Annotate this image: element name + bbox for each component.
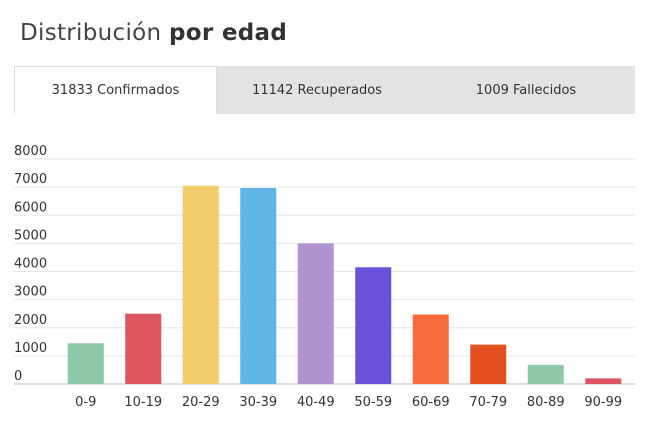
y-tick-label: 7000: [14, 172, 47, 187]
tab-label: 1009 Fallecidos: [475, 82, 577, 98]
bar[interactable]: [355, 267, 392, 384]
tab-confirmados[interactable]: 31833 Confirmados: [14, 66, 217, 114]
y-tick-label: 4000: [14, 257, 47, 272]
tab-recuperados[interactable]: 11142 Recuperados: [217, 66, 417, 114]
bar[interactable]: [527, 364, 564, 384]
x-tick-label: 80-89: [527, 395, 565, 410]
bar[interactable]: [67, 343, 104, 384]
x-tick-label: 30-39: [239, 395, 277, 410]
tab-label: 11142 Recuperados: [252, 82, 382, 98]
bar[interactable]: [470, 344, 507, 384]
x-tick-label: 20-29: [182, 395, 220, 410]
x-tick-label: 0-9: [75, 395, 96, 410]
page-title: Distribución por edad: [20, 20, 287, 46]
bar[interactable]: [412, 314, 449, 384]
y-tick-label: 2000: [14, 313, 47, 328]
y-tick-label: 0: [14, 369, 22, 384]
bar[interactable]: [182, 185, 219, 384]
bar[interactable]: [125, 313, 162, 384]
tab-label: 31833 Confirmados: [51, 83, 180, 98]
bar[interactable]: [297, 243, 334, 384]
y-tick-label: 5000: [14, 228, 47, 243]
bar[interactable]: [585, 378, 622, 384]
title-regular: Distribución: [20, 20, 162, 46]
tab-fallecidos[interactable]: 1009 Fallecidos: [417, 66, 635, 114]
x-tick-label: 90-99: [584, 395, 622, 410]
x-tick-label: 60-69: [412, 395, 450, 410]
x-tick-label: 50-59: [354, 395, 392, 410]
title-bold: por edad: [169, 20, 288, 46]
y-tick-label: 1000: [14, 341, 47, 356]
y-tick-label: 3000: [14, 285, 47, 300]
tab-bar: 31833 Confirmados 11142 Recuperados 1009…: [14, 66, 635, 114]
x-tick-label: 10-19: [124, 395, 162, 410]
y-tick-label: 8000: [14, 144, 47, 159]
x-tick-label: 70-79: [469, 395, 507, 410]
x-tick-label: 40-49: [297, 395, 335, 410]
y-tick-label: 6000: [14, 200, 47, 215]
bar[interactable]: [240, 187, 277, 384]
